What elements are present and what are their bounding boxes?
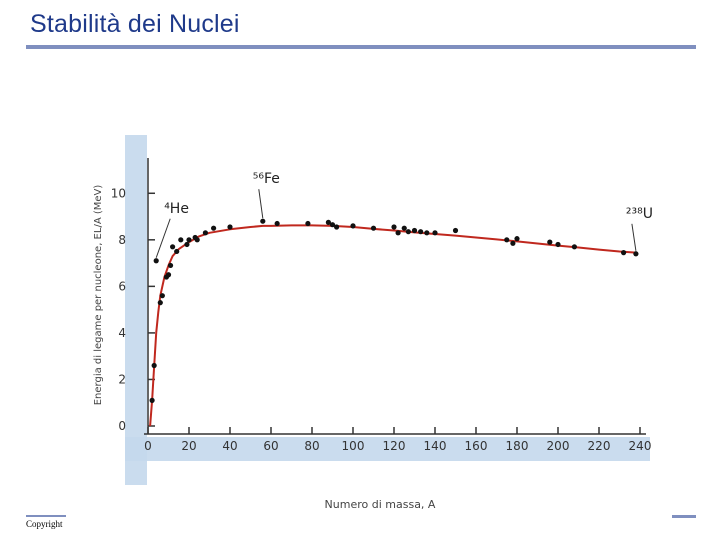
annotation-leader: [155, 218, 171, 258]
y-axis-band: [125, 135, 147, 485]
data-point: [174, 248, 180, 255]
data-point: [157, 300, 163, 306]
data-point: [227, 224, 233, 230]
data-point: [370, 225, 377, 231]
x-tick-label: 140: [424, 439, 447, 453]
labels-layer: ⁴He ⁵⁶Fe ²³⁸U: [155, 171, 653, 258]
data-point: [202, 230, 208, 236]
data-point: [334, 224, 340, 230]
x-tick-label: 180: [506, 439, 529, 453]
y-axis-label: Energia di legame per nucleone, EL/A (Me…: [93, 185, 104, 406]
data-point: [621, 250, 627, 256]
x-tick-label: 0: [144, 439, 152, 453]
copyright-text: Copyright: [26, 519, 63, 529]
curve-layer: [149, 224, 636, 427]
axes: [144, 158, 646, 435]
data-point: [149, 397, 155, 403]
annotation-leader: [258, 189, 264, 219]
data-point: [151, 362, 157, 369]
data-point: [167, 262, 174, 269]
data-point: [571, 244, 578, 250]
annotation-label: ⁴He: [164, 201, 189, 217]
data-point: [350, 223, 356, 229]
data-point: [184, 241, 190, 248]
data-point: [159, 293, 165, 299]
y-tick-label: 2: [118, 372, 126, 386]
footer-left-rule: [26, 515, 66, 517]
x-axis-label: Numero di massa, A: [325, 498, 436, 511]
binding-energy-curve: [149, 224, 636, 427]
annotation-label: ⁵⁶Fe: [253, 171, 280, 187]
data-point: [411, 227, 418, 234]
data-point: [305, 220, 311, 227]
data-point: [178, 237, 184, 243]
data-point: [424, 230, 430, 236]
data-point: [432, 230, 438, 236]
data-point: [329, 222, 336, 228]
data-point: [194, 237, 200, 243]
data-point: [186, 237, 192, 243]
y-tick-label: 8: [118, 233, 126, 247]
x-tick-label: 60: [263, 439, 278, 453]
x-axis-band: [125, 437, 650, 461]
data-point: [165, 272, 172, 278]
x-tick-label: 80: [304, 439, 319, 453]
data-point: [510, 240, 516, 246]
x-tick-label: 220: [588, 439, 611, 453]
x-tick-label: 120: [383, 439, 406, 453]
data-point: [418, 229, 424, 235]
slide-title: Stabilità dei Nuclei: [30, 10, 240, 38]
data-point: [274, 220, 280, 227]
annotation-leader: [631, 223, 637, 251]
points-layer: [149, 218, 639, 403]
data-point: [325, 219, 331, 225]
x-tick-label: 240: [629, 439, 652, 453]
y-tick-label: 0: [118, 419, 126, 433]
data-point: [555, 241, 561, 248]
x-tick-label: 20: [181, 439, 196, 453]
y-tick-label: 10: [111, 186, 126, 200]
x-tick-label: 160: [465, 439, 488, 453]
y-tick-label: 6: [118, 279, 126, 293]
data-point: [260, 218, 266, 224]
annotation-label: ²³⁸U: [626, 206, 653, 222]
x-tick-label: 100: [342, 439, 365, 453]
data-point: [153, 258, 159, 264]
tick-marks: 0 20 40 60 80 100 120 140 160 180 200 220 240 0 2 4 6 8 10: [111, 186, 652, 453]
data-point: [547, 239, 553, 245]
data-point: [395, 230, 401, 236]
data-point: [504, 237, 510, 243]
footer-right-rule: [672, 515, 696, 518]
data-point: [514, 236, 520, 242]
title-underline: [26, 45, 696, 49]
data-point: [405, 229, 411, 235]
data-point: [170, 244, 176, 250]
data-point: [211, 225, 217, 231]
x-tick-label: 200: [547, 439, 570, 453]
data-point: [633, 251, 639, 257]
x-tick-label: 40: [222, 439, 237, 453]
data-point: [452, 227, 459, 234]
y-tick-label: 4: [118, 326, 126, 340]
data-point: [391, 224, 397, 230]
data-point: [401, 225, 407, 231]
